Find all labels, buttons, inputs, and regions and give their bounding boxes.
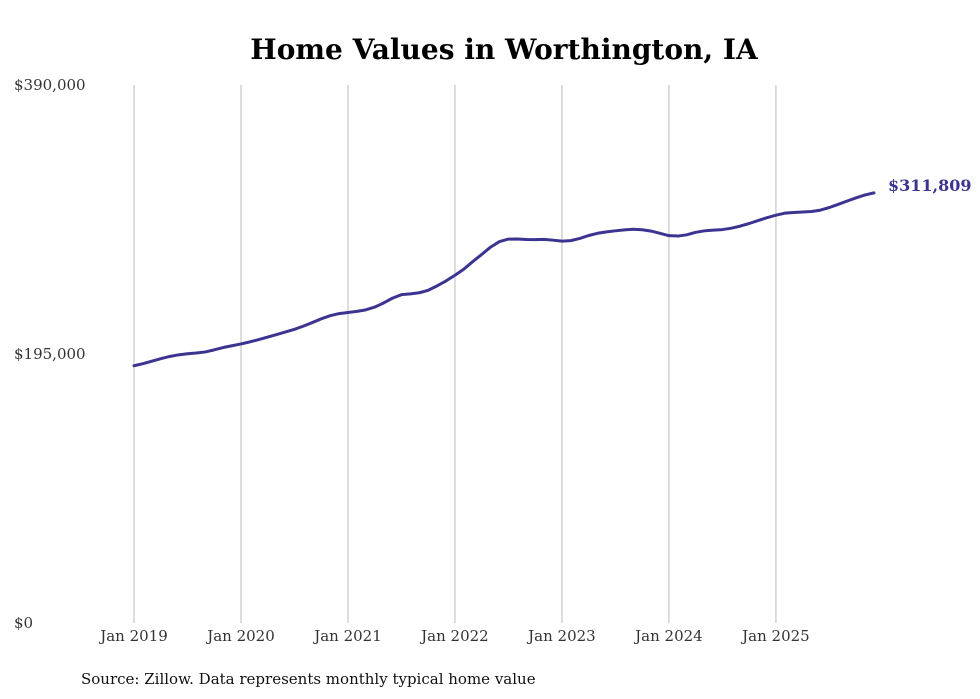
x-tick-label-0: Jan 2019: [98, 627, 168, 645]
home-values-line: [132, 191, 876, 368]
x-axis-ticks: Jan 2019 Jan 2020 Jan 2021 Jan 2022 Jan 2023…: [98, 627, 809, 645]
x-tick-label-5: Jan 2024: [633, 627, 703, 645]
x-tick-label-6: Jan 2025: [740, 627, 810, 645]
y-tick-label-1: $195,000: [14, 345, 86, 363]
grid-lines: [133, 85, 777, 623]
x-tick-label-3: Jan 2022: [419, 627, 489, 645]
source-note: Source: Zillow. Data represents monthly …: [81, 670, 536, 688]
latest-value-label: $311,809: [888, 176, 972, 195]
x-tick-label-1: Jan 2020: [205, 627, 275, 645]
chart-title: Home Values in Worthington, IA: [250, 33, 759, 66]
y-tick-label-2: $390,000: [14, 76, 86, 94]
x-tick-label-4: Jan 2023: [526, 627, 596, 645]
x-tick-label-2: Jan 2021: [312, 627, 382, 645]
y-tick-label-0: $0: [14, 614, 33, 632]
y-axis-ticks: $0 $195,000 $390,000: [14, 76, 86, 632]
